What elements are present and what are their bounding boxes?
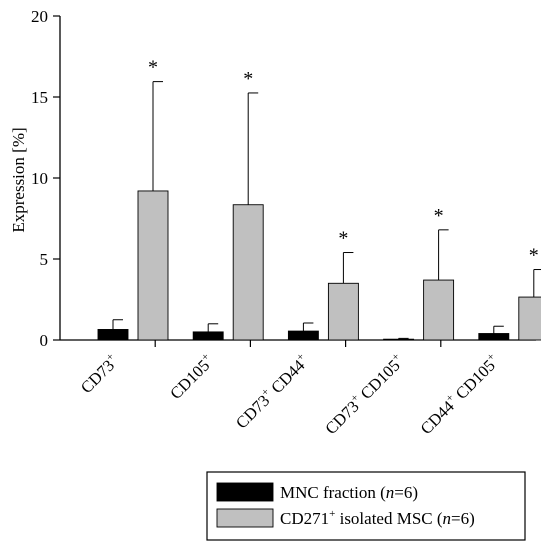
bar bbox=[423, 279, 455, 341]
bar bbox=[97, 329, 129, 341]
legend-swatch bbox=[216, 508, 274, 528]
bar bbox=[287, 330, 319, 341]
x-tick-label: CD105+ bbox=[165, 351, 217, 403]
y-tick-label: 5 bbox=[40, 250, 49, 269]
y-tick-label: 10 bbox=[31, 169, 48, 188]
bar bbox=[478, 333, 510, 341]
significance-marker: * bbox=[148, 57, 158, 79]
bar bbox=[518, 296, 541, 341]
bar bbox=[192, 331, 224, 341]
bar bbox=[137, 190, 169, 341]
legend-label: MNC fraction (n=6) bbox=[280, 483, 418, 502]
x-tick-label: CD73+ CD44+ bbox=[231, 351, 313, 433]
legend: MNC fraction (n=6) CD271+ isolated MSC (n… bbox=[206, 471, 526, 541]
bar bbox=[383, 338, 415, 341]
significance-marker: * bbox=[338, 228, 348, 250]
y-tick-label: 15 bbox=[31, 88, 48, 107]
x-tick-label: CD44+ CD105+ bbox=[416, 351, 503, 438]
bar bbox=[232, 204, 264, 341]
bar bbox=[327, 282, 359, 341]
legend-label: CD271+ isolated MSC (n=6) bbox=[280, 508, 475, 528]
x-tick-label: CD73+ bbox=[76, 351, 122, 397]
significance-marker: * bbox=[529, 245, 539, 267]
significance-marker: * bbox=[434, 205, 444, 227]
plot-area: 0 5 10 15 20 * CD73+ * CD105+ * CD73+ CD44+ * CD73+ … bbox=[31, 7, 541, 438]
y-axis-label: Expression [%] bbox=[9, 127, 28, 232]
y-tick-label: 20 bbox=[31, 7, 48, 26]
legend-swatch bbox=[216, 482, 274, 502]
y-tick-label: 0 bbox=[40, 331, 49, 350]
x-tick-label: CD73+ CD105+ bbox=[321, 351, 408, 438]
significance-marker: * bbox=[243, 68, 253, 90]
